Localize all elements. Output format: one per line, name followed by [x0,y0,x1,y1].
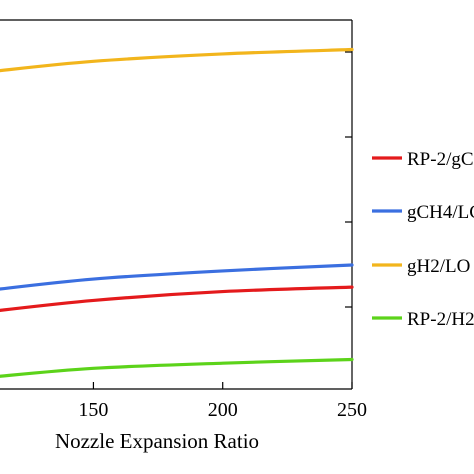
series-layer [0,47,354,378]
series-line-gh2-lo [0,47,354,73]
x-axis-label: Nozzle Expansion Ratio [55,429,259,453]
legend-label: gH2/LO [407,256,470,277]
legend-label: RP-2/gC [407,149,474,170]
series-line-rp-2-gc [0,285,354,312]
legend-label: RP-2/H2 [407,309,474,330]
legend: RP-2/gC gCH4/LC gH2/LO RP-2/H2 [372,149,474,330]
legend-label: gCH4/LC [407,202,474,223]
plot-frame [0,19,353,390]
x-axis: 150 200 250 [78,382,367,421]
x-tick-label: 250 [337,399,367,421]
x-tick-label: 150 [78,399,108,421]
series-line-gch4-lc [0,263,354,291]
x-tick-label: 200 [208,399,238,421]
series-line-rp-2-h2 [0,357,354,378]
